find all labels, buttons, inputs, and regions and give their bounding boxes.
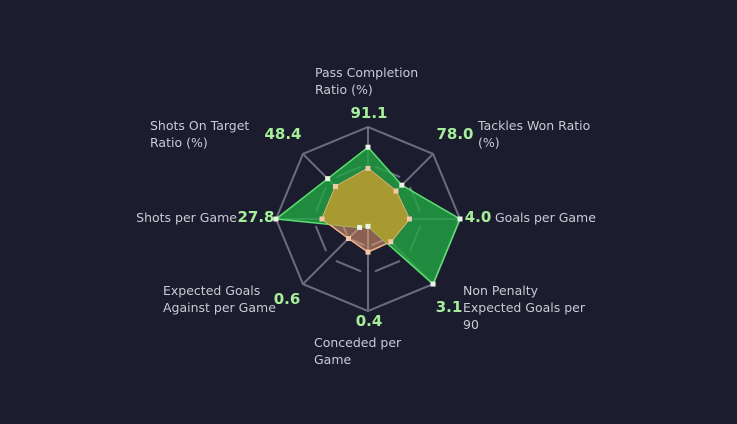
radar-point-s1-1 xyxy=(365,144,371,150)
radar-point-s2-3 xyxy=(406,216,412,222)
radar-point-s2-2 xyxy=(393,188,399,194)
axis-label-1-line-2: Ratio (%) xyxy=(315,82,373,97)
axis-value-2: 78.0 xyxy=(436,125,473,143)
axis-label-6-line-2: Against per Game xyxy=(163,300,276,315)
radar-point-s2-7 xyxy=(319,216,325,222)
axis-value-7: 27.8 xyxy=(237,208,274,226)
axis-label-5-line-2: Game xyxy=(314,352,352,367)
radar-point-s2-8 xyxy=(332,183,338,189)
axis-value-5: 0.4 xyxy=(356,312,383,330)
radar-ring-1-segment-4 xyxy=(374,260,401,273)
axis-label-2-line-2: (%) xyxy=(478,135,500,150)
radar-point-s2-1 xyxy=(365,165,371,171)
axis-label-3-line-1: Goals per Game xyxy=(495,210,596,225)
axis-label-2-line-1: Tackles Won Ratio xyxy=(477,118,590,133)
axis-value-3: 4.0 xyxy=(465,208,492,226)
radar-point-s1-6 xyxy=(357,224,363,230)
axis-value-1: 91.1 xyxy=(350,104,387,122)
axis-label-4-line-3: 90 xyxy=(463,317,479,332)
axis-label-7-line-1: Shots per Game xyxy=(136,210,237,225)
radar-point-s1-8 xyxy=(325,176,331,182)
axis-label-8-line-1: Shots On Target xyxy=(150,118,249,133)
radar-series xyxy=(274,146,461,286)
radar-point-s1-4 xyxy=(430,281,436,287)
radar-point-s2-4 xyxy=(388,239,394,245)
radar-point-s1-7 xyxy=(273,216,279,222)
axis-label-1-line-1: Pass Completion xyxy=(315,65,418,80)
axis-label-4-line-2: Expected Goals per xyxy=(463,300,586,315)
radar-point-s2-5 xyxy=(365,249,371,255)
axis-label-5-line-1: Conceded per xyxy=(314,335,402,350)
radar-ring-1-segment-6 xyxy=(314,225,327,252)
axis-value-6: 0.6 xyxy=(274,290,301,308)
axis-label-6-line-1: Expected Goals xyxy=(163,283,260,298)
axis-value-8: 48.4 xyxy=(264,125,301,143)
radar-point-s1-2 xyxy=(399,182,405,188)
radar-point-s2-6 xyxy=(345,236,351,242)
radar-labels: 91.1 Pass Completion Ratio (%) 78.0 Tackles … xyxy=(136,65,596,367)
axis-label-8-line-2: Ratio (%) xyxy=(150,135,208,150)
radar-markers xyxy=(273,144,463,287)
radar-point-s1-5 xyxy=(365,223,371,229)
axis-value-4: 3.1 xyxy=(436,298,463,316)
radar-ring-1-segment-5 xyxy=(335,260,362,273)
radar-point-s1-3 xyxy=(457,216,463,222)
axis-label-4-line-1: Non Penalty xyxy=(463,283,539,298)
